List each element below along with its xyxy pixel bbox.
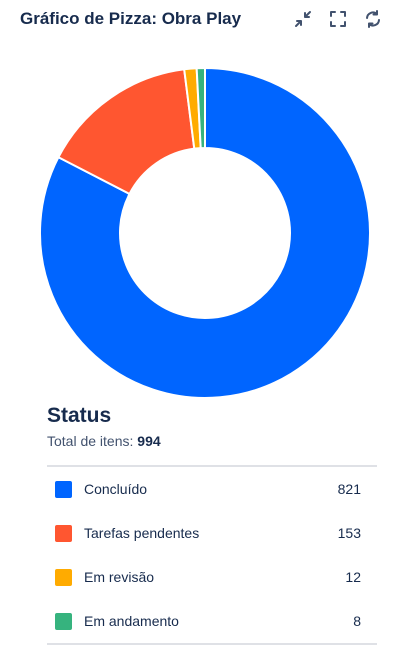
- legend-swatch: [55, 612, 72, 630]
- slice-concluido[interactable]: [39, 66, 371, 399]
- legend-item-em-andamento[interactable]: Em andamento 8: [47, 599, 377, 643]
- legend-label: Em andamento: [84, 613, 179, 629]
- chart-title: Gráfico de Pizza: Obra Play: [20, 9, 242, 28]
- donut-chart-svg: [39, 66, 371, 399]
- slice-em-andamento[interactable]: [195, 66, 206, 150]
- legend-value: 153: [337, 525, 361, 541]
- refresh-icon[interactable]: [362, 8, 384, 30]
- fullscreen-icon[interactable]: [327, 8, 349, 30]
- legend-item-concluido[interactable]: Concluído 821: [47, 467, 377, 511]
- legend-swatch: [55, 568, 72, 586]
- chart-header: Gráfico de Pizza: Obra Play: [0, 0, 407, 40]
- legend: Concluído 821 Tarefas pendentes 153 Em r…: [47, 465, 377, 645]
- legend-swatch: [55, 524, 72, 542]
- legend-value: 8: [353, 613, 361, 629]
- status-heading: Status: [47, 404, 112, 427]
- legend-label: Concluído: [84, 481, 148, 497]
- donut-chart: [38, 66, 372, 400]
- legend-value: 12: [345, 569, 361, 585]
- legend-label: Em revisão: [84, 569, 155, 585]
- collapse-icon[interactable]: [292, 8, 314, 30]
- legend-item-em-revisao[interactable]: Em revisão 12: [47, 555, 377, 599]
- legend-swatch: [55, 480, 72, 498]
- total-items: Total de itens: 994: [47, 433, 381, 449]
- legend-value: 821: [337, 481, 361, 497]
- total-items-value: 994: [137, 433, 161, 449]
- legend-item-tarefas-pendentes[interactable]: Tarefas pendentes 153: [47, 511, 377, 555]
- status-summary: Status Total de itens: 994: [47, 404, 381, 449]
- total-items-label: Total de itens:: [47, 433, 134, 449]
- legend-label: Tarefas pendentes: [84, 525, 200, 541]
